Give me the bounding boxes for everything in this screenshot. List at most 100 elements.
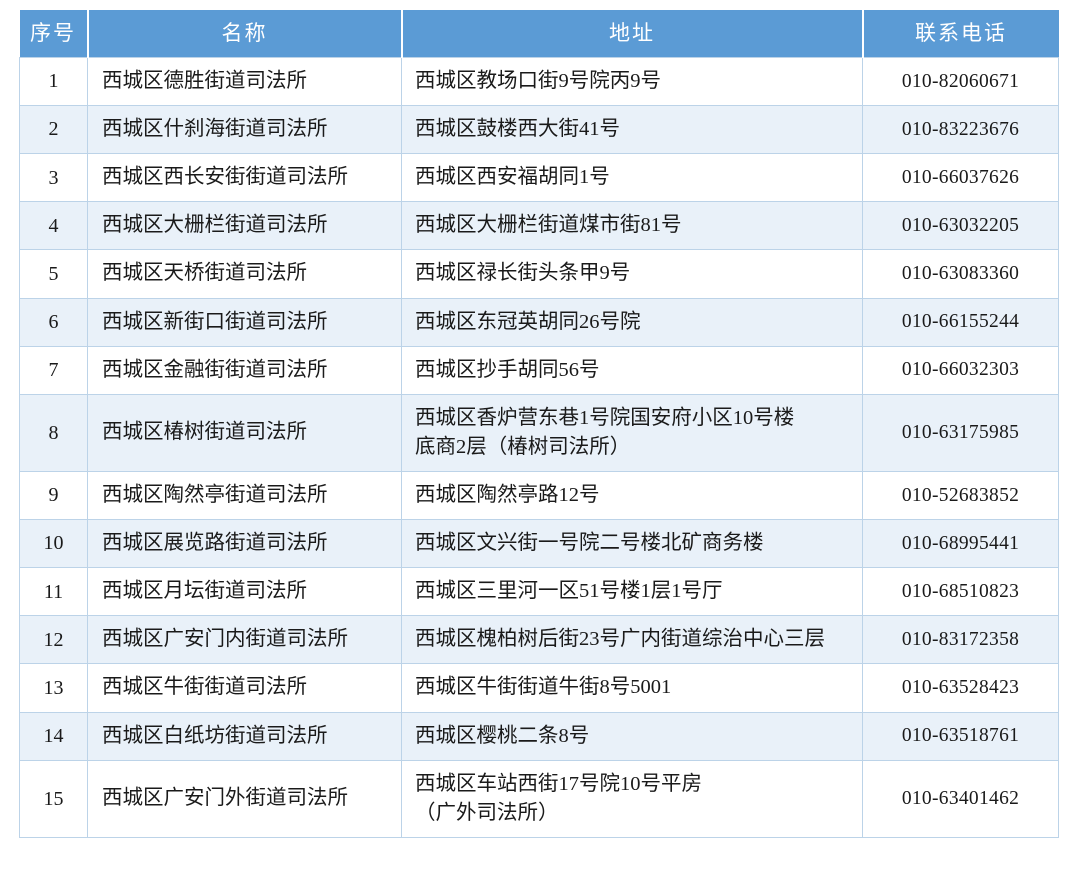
cell-seq: 12 <box>19 615 88 665</box>
cell-seq: 15 <box>19 759 88 838</box>
address-line: 西城区禄长街头条甲9号 <box>415 262 631 285</box>
cell-address: 西城区香炉营东巷1号院国安府小区10号楼 底商2层（椿树司法所） <box>401 393 863 472</box>
cell-office-name: 西城区新街口街道司法所 <box>87 297 402 347</box>
cell-phone: 010-66155244 <box>862 297 1059 347</box>
cell-address: 西城区东冠英胡同26号院 <box>401 297 863 347</box>
table-row: 11 西城区月坛街道司法所 西城区三里河一区51号楼1层1号厅 010-6851082… <box>19 567 1059 617</box>
cell-address: 西城区鼓楼西大街41号 <box>401 105 863 155</box>
cell-address: 西城区牛街街道牛街8号5001 <box>401 663 863 713</box>
cell-office-name: 西城区展览路街道司法所 <box>87 519 402 569</box>
cell-address: 西城区文兴街一号院二号楼北矿商务楼 <box>401 519 863 569</box>
cell-address: 西城区车站西街17号院10号平房 （广外司法所） <box>401 759 863 838</box>
column-header-seq: 序号 <box>19 10 89 58</box>
table-row: 15 西城区广安门外街道司法所 西城区车站西街17号院10号平房 （广外司法所） 010… <box>19 759 1059 838</box>
address-line: （广外司法所） <box>415 801 559 824</box>
judicial-office-directory-table: 序号 名称 地址 联系电话 1 西城区德胜街道司法所 西城区教场口街9号院丙9号 01… <box>19 10 1059 838</box>
column-header-addr: 地址 <box>401 10 864 58</box>
address-line: 西城区文兴街一号院二号楼北矿商务楼 <box>415 532 764 555</box>
cell-seq: 5 <box>19 249 88 299</box>
cell-seq: 4 <box>19 201 88 251</box>
cell-seq: 3 <box>19 153 88 203</box>
table-row: 2 西城区什刹海街道司法所 西城区鼓楼西大街41号 010-83223676 <box>19 105 1059 155</box>
table-row: 6 西城区新街口街道司法所 西城区东冠英胡同26号院 010-66155244 <box>19 297 1059 347</box>
table-row: 12 西城区广安门内街道司法所 西城区槐柏树后街23号广内街道综治中心三层 010-8… <box>19 615 1059 665</box>
table-body: 1 西城区德胜街道司法所 西城区教场口街9号院丙9号 010-82060671 2 西城区… <box>19 56 1059 838</box>
cell-office-name: 西城区广安门内街道司法所 <box>87 615 402 665</box>
cell-office-name: 西城区天桥街道司法所 <box>87 249 402 299</box>
cell-address: 西城区樱桃二条8号 <box>401 711 863 761</box>
cell-phone: 010-63175985 <box>862 393 1059 472</box>
cell-phone: 010-63083360 <box>862 249 1059 299</box>
cell-phone: 010-66032303 <box>862 345 1059 395</box>
address-line: 底商2层（椿树司法所） <box>415 435 631 458</box>
cell-phone: 010-82060671 <box>862 56 1059 107</box>
cell-office-name: 西城区陶然亭街道司法所 <box>87 470 402 521</box>
address-line: 西城区大栅栏街道煤市街81号 <box>415 214 682 237</box>
cell-office-name: 西城区牛街街道司法所 <box>87 663 402 713</box>
cell-address: 西城区槐柏树后街23号广内街道综治中心三层 <box>401 615 863 665</box>
cell-phone: 010-52683852 <box>862 470 1059 521</box>
table-row: 7 西城区金融街街道司法所 西城区抄手胡同56号 010-66032303 <box>19 345 1059 395</box>
table-row: 14 西城区白纸坊街道司法所 西城区樱桃二条8号 010-63518761 <box>19 711 1059 761</box>
table-row: 4 西城区大栅栏街道司法所 西城区大栅栏街道煤市街81号 010-63032205 <box>19 201 1059 251</box>
table-row: 8 西城区椿树街道司法所 西城区香炉营东巷1号院国安府小区10号楼 底商2层（椿树司法… <box>19 393 1059 472</box>
table-row: 13 西城区牛街街道司法所 西城区牛街街道牛街8号5001 010-63528423 <box>19 663 1059 713</box>
cell-seq: 14 <box>19 711 88 761</box>
cell-phone: 010-68510823 <box>862 567 1059 617</box>
cell-office-name: 西城区白纸坊街道司法所 <box>87 711 402 761</box>
cell-seq: 2 <box>19 105 88 155</box>
cell-seq: 11 <box>19 567 88 617</box>
cell-office-name: 西城区什刹海街道司法所 <box>87 105 402 155</box>
column-header-phone: 联系电话 <box>862 10 1059 58</box>
cell-office-name: 西城区大栅栏街道司法所 <box>87 201 402 251</box>
cell-phone: 010-63032205 <box>862 201 1059 251</box>
cell-address: 西城区西安福胡同1号 <box>401 153 863 203</box>
cell-address: 西城区抄手胡同56号 <box>401 345 863 395</box>
cell-seq: 9 <box>19 470 88 521</box>
cell-phone: 010-83223676 <box>862 105 1059 155</box>
cell-office-name: 西城区椿树街道司法所 <box>87 393 402 472</box>
cell-seq: 6 <box>19 297 88 347</box>
column-header-name: 名称 <box>87 10 403 58</box>
cell-phone: 010-83172358 <box>862 615 1059 665</box>
cell-address: 西城区教场口街9号院丙9号 <box>401 56 863 107</box>
table-row: 10 西城区展览路街道司法所 西城区文兴街一号院二号楼北矿商务楼 010-689954… <box>19 519 1059 569</box>
cell-phone: 010-63528423 <box>862 663 1059 713</box>
cell-office-name: 西城区德胜街道司法所 <box>87 56 402 107</box>
table-row: 5 西城区天桥街道司法所 西城区禄长街头条甲9号 010-63083360 <box>19 249 1059 299</box>
header-row: 序号 名称 地址 联系电话 <box>19 10 1059 58</box>
cell-address: 西城区陶然亭路12号 <box>401 470 863 521</box>
address-line: 西城区陶然亭路12号 <box>415 483 600 506</box>
address-line: 西城区槐柏树后街23号广内街道综治中心三层 <box>415 628 825 651</box>
cell-address: 西城区禄长街头条甲9号 <box>401 249 863 299</box>
address-line: 西城区抄手胡同56号 <box>415 358 600 381</box>
address-line: 西城区鼓楼西大街41号 <box>415 118 620 141</box>
address-line: 西城区三里河一区51号楼1层1号厅 <box>415 580 723 603</box>
cell-seq: 1 <box>19 56 88 107</box>
address-line: 西城区樱桃二条8号 <box>415 724 590 747</box>
address-line: 西城区车站西街17号院10号平房 <box>415 772 702 795</box>
address-line: 西城区东冠英胡同26号院 <box>415 310 641 333</box>
cell-office-name: 西城区广安门外街道司法所 <box>87 759 402 838</box>
cell-seq: 8 <box>19 393 88 472</box>
address-line: 西城区西安福胡同1号 <box>415 166 610 189</box>
cell-phone: 010-63401462 <box>862 759 1059 838</box>
cell-office-name: 西城区月坛街道司法所 <box>87 567 402 617</box>
cell-seq: 7 <box>19 345 88 395</box>
cell-phone: 010-66037626 <box>862 153 1059 203</box>
cell-phone: 010-63518761 <box>862 711 1059 761</box>
cell-office-name: 西城区金融街街道司法所 <box>87 345 402 395</box>
cell-phone: 010-68995441 <box>862 519 1059 569</box>
cell-address: 西城区三里河一区51号楼1层1号厅 <box>401 567 863 617</box>
cell-seq: 13 <box>19 663 88 713</box>
table-header: 序号 名称 地址 联系电话 <box>19 10 1059 58</box>
cell-address: 西城区大栅栏街道煤市街81号 <box>401 201 863 251</box>
address-line: 西城区香炉营东巷1号院国安府小区10号楼 <box>415 406 795 429</box>
table-container: 序号 名称 地址 联系电话 1 西城区德胜街道司法所 西城区教场口街9号院丙9号 01… <box>19 10 1059 838</box>
address-line: 西城区教场口街9号院丙9号 <box>415 70 661 92</box>
table-row: 1 西城区德胜街道司法所 西城区教场口街9号院丙9号 010-82060671 <box>19 56 1059 107</box>
cell-office-name: 西城区西长安街街道司法所 <box>87 153 402 203</box>
table-row: 9 西城区陶然亭街道司法所 西城区陶然亭路12号 010-52683852 <box>19 470 1059 521</box>
table-row: 3 西城区西长安街街道司法所 西城区西安福胡同1号 010-66037626 <box>19 153 1059 203</box>
cell-seq: 10 <box>19 519 88 569</box>
